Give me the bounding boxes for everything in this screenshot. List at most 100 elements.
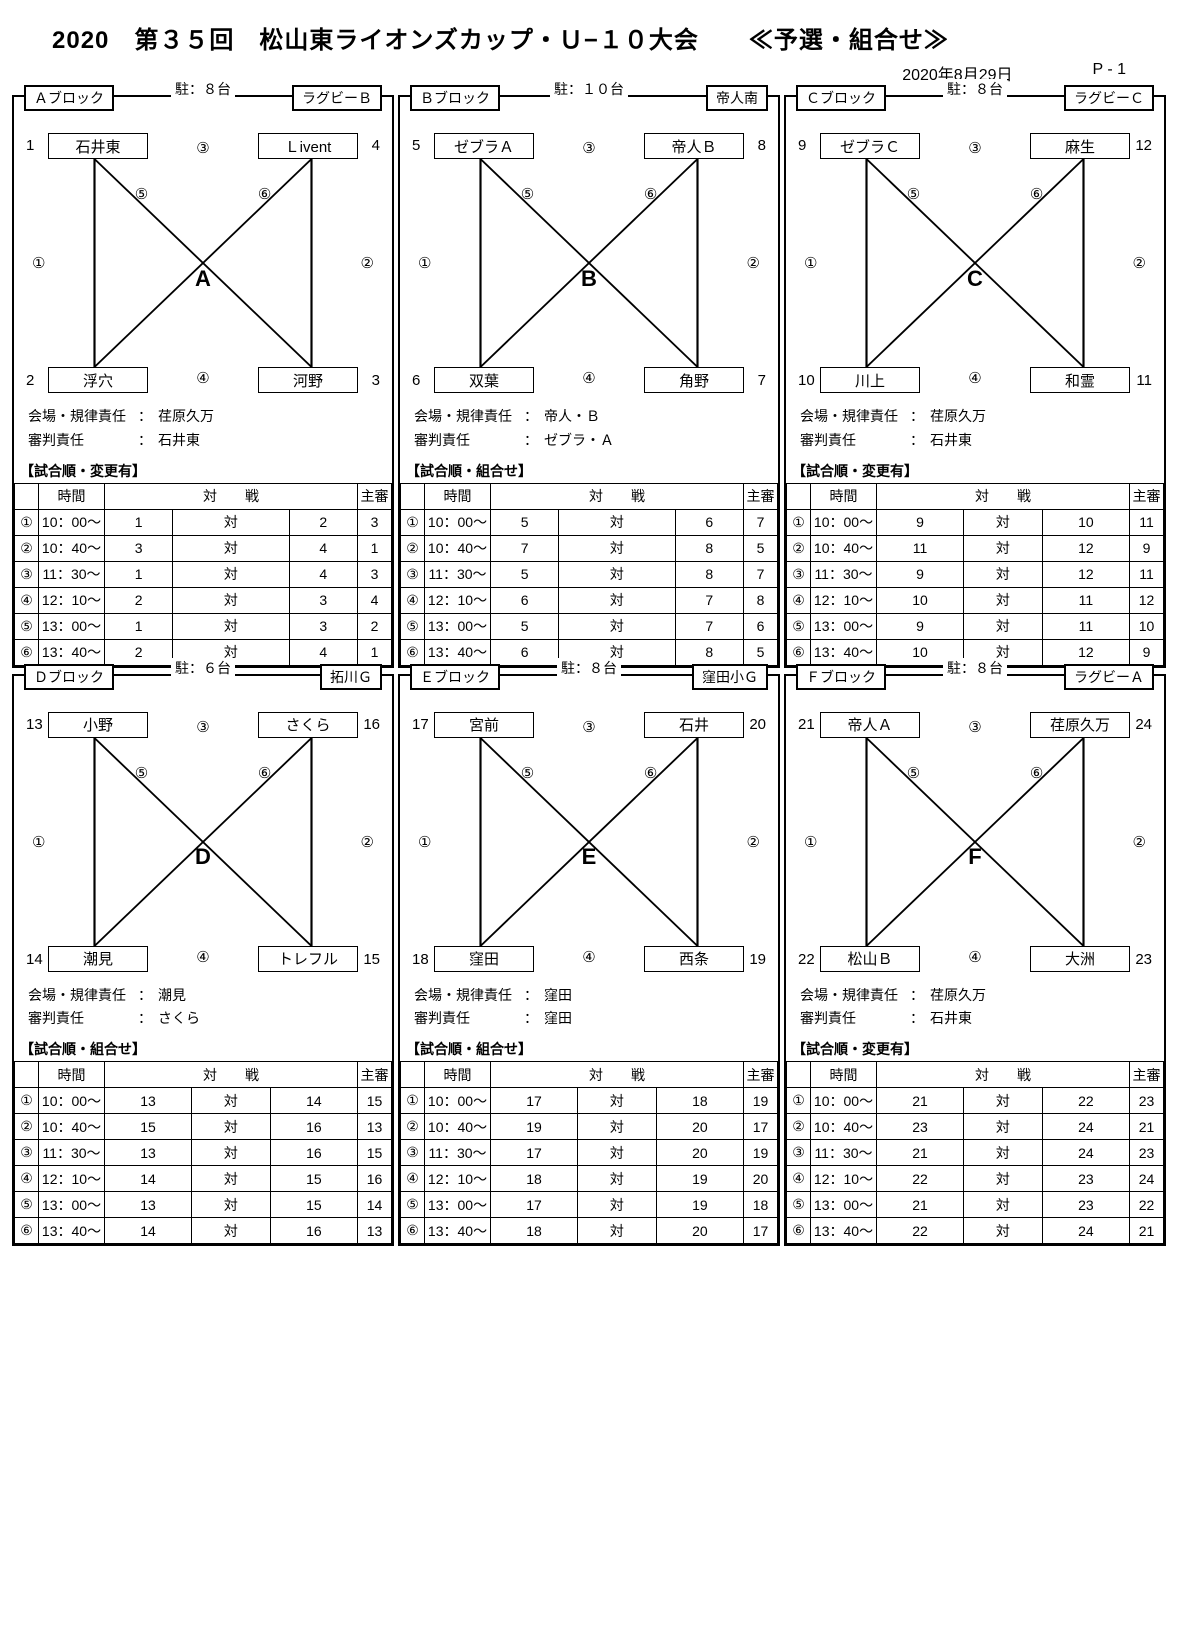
team-a: 14 [105,1166,192,1192]
referee-cell: 11 [1130,509,1164,535]
row-time: 10：00～ [425,1088,491,1114]
row-index: ⑥ [401,639,425,665]
row-time: 11：30～ [811,1140,877,1166]
col-time: 時間 [39,483,105,509]
vs-cell: 対 [192,1166,271,1192]
match-marker: ④ [968,369,981,387]
team-b: 20 [656,1218,743,1244]
table-row: ② 10：40～ 23 対 24 21 [787,1114,1164,1140]
row-index: ④ [15,587,39,613]
team-box: 小野 [48,712,148,738]
table-row: ① 10：00～ 1 対 2 3 [15,509,392,535]
team-number: 20 [749,716,766,733]
row-index: ③ [15,1140,39,1166]
row-index: ③ [787,1140,811,1166]
vs-cell: 対 [964,613,1043,639]
page-header: 2020 第３５回 松山東ライオンズカップ・Ｕ−１０大会 ≪予選・組合せ≫ 20… [12,20,1166,85]
match-marker: ③ [196,139,209,157]
match-marker: ① [804,833,817,851]
row-time: 13：00～ [811,613,877,639]
venue-label: 会場・規律責任 [28,984,138,1008]
row-index: ⑤ [787,613,811,639]
match-marker: ① [418,833,431,851]
team-number: 5 [412,137,420,154]
table-row: ④ 12：10～ 14 対 15 16 [15,1166,392,1192]
vs-cell: 対 [578,1166,657,1192]
bracket-diagram: 9 ゼブラＣ 12 麻生 10 川上 11 和霊 ① ② ③ ④ ⑤ ⑥ C [794,133,1156,393]
row-index: ② [787,1114,811,1140]
match-marker: ① [418,254,431,272]
referee-value: 石井東 [930,429,972,453]
team-number: 12 [1135,137,1152,154]
row-index: ⑤ [15,613,39,639]
row-time: 11：30～ [811,561,877,587]
referee-label: 審判責任 [800,1007,910,1031]
team-a: 9 [877,561,964,587]
bracket-diagram: 21 帝人Ａ 24 荏原久万 22 松山Ｂ 23 大洲 ① ② ③ ④ ⑤ ⑥ … [794,712,1156,972]
schedule-title: 【試合順・組合せ】 [400,459,778,483]
team-a: 22 [877,1218,964,1244]
table-row: ① 10：00～ 21 対 22 23 [787,1088,1164,1114]
row-time: 10：00～ [39,1088,105,1114]
table-row: ⑤ 13：00～ 21 対 23 22 [787,1192,1164,1218]
table-row: ① 10：00～ 9 対 10 11 [787,509,1164,535]
team-b: 11 [1042,613,1129,639]
row-time: 13：00～ [811,1192,877,1218]
vs-cell: 対 [173,561,289,587]
team-number: 15 [363,951,380,968]
referee-cell: 23 [1130,1088,1164,1114]
team-number: 17 [412,716,429,733]
col-referee: 主審 [1130,483,1164,509]
block-name-tab: Ｆブロック [796,664,886,690]
match-marker: ① [32,833,45,851]
row-time: 10：40～ [39,1114,105,1140]
table-row: ④ 12：10～ 22 対 23 24 [787,1166,1164,1192]
match-marker: ③ [582,718,595,736]
row-time: 13：40～ [425,639,491,665]
team-box: 潮見 [48,946,148,972]
team-b: 19 [656,1166,743,1192]
cross-lines-icon [820,738,1130,946]
vs-cell: 対 [964,1192,1043,1218]
cross-lines-icon [434,159,744,367]
team-b: 20 [656,1140,743,1166]
team-a: 11 [877,535,964,561]
team-b: 16 [270,1218,357,1244]
table-row: ① 10：00～ 13 対 14 15 [15,1088,392,1114]
vs-cell: 対 [559,535,675,561]
vs-cell: 対 [173,613,289,639]
bracket-diagram: 1 石井東 4 Ｌivent 2 浮穴 3 河野 ① ② ③ ④ ⑤ ⑥ A [22,133,384,393]
team-b: 24 [1042,1114,1129,1140]
venue-name-tab: 帝人南 [706,85,768,111]
team-a: 17 [491,1140,578,1166]
referee-cell: 9 [1130,535,1164,561]
team-a: 1 [105,509,173,535]
venue-value: 荏原久万 [930,984,986,1008]
row-index: ③ [15,561,39,587]
team-a: 13 [105,1088,192,1114]
match-marker: ② [1133,833,1146,851]
row-index: ④ [401,1166,425,1192]
team-a: 2 [105,587,173,613]
team-b: 3 [289,587,357,613]
team-number: 4 [372,137,380,154]
team-box: 双葉 [434,367,534,393]
table-row: ② 10：40～ 11 対 12 9 [787,535,1164,561]
row-index: ⑤ [401,613,425,639]
team-box: 荏原久万 [1030,712,1130,738]
block-name-tab: Ｂブロック [410,85,500,111]
row-index: ④ [15,1166,39,1192]
referee-cell: 4 [358,587,392,613]
match-marker: ③ [968,718,981,736]
col-referee: 主審 [358,483,392,509]
table-header-row: 時間 対 戦 主審 [401,1062,778,1088]
team-b: 7 [675,613,743,639]
match-marker: ② [361,254,374,272]
referee-label: 審判責任 [28,1007,138,1031]
team-b: 22 [1042,1088,1129,1114]
row-index: ① [787,1088,811,1114]
referee-cell: 8 [744,587,778,613]
table-row: ③ 11：30～ 1 対 4 3 [15,561,392,587]
row-index: ② [15,1114,39,1140]
block-name-tab: Ｅブロック [410,664,500,690]
